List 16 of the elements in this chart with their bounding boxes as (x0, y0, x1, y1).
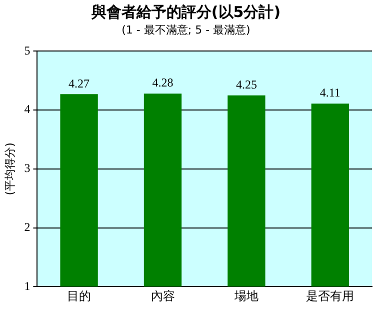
chart-subtitle: (1 - 最不滿意; 5 - 最滿意) (122, 23, 250, 36)
data-label: 4.25 (236, 77, 257, 92)
y-tick-label: 1 (24, 278, 30, 293)
x-tick-label: 內容 (150, 288, 175, 303)
x-tick-label: 是否有用 (306, 288, 354, 303)
x-tick-label: 場地 (233, 288, 258, 303)
data-label: 4.11 (320, 86, 340, 100)
y-tick-label: 3 (24, 161, 30, 176)
y-tick-label: 5 (24, 43, 30, 58)
data-label: 4.27 (68, 76, 90, 90)
chart-title: 與會者給予的評分(以5分計) (90, 2, 281, 21)
y-tick-label: 2 (24, 220, 30, 234)
y-tick-label: 4 (24, 102, 30, 116)
x-tick-label: 目的 (67, 288, 92, 303)
data-label: 4.28 (152, 76, 174, 90)
y-axis-title: (平均得分) (3, 142, 16, 196)
